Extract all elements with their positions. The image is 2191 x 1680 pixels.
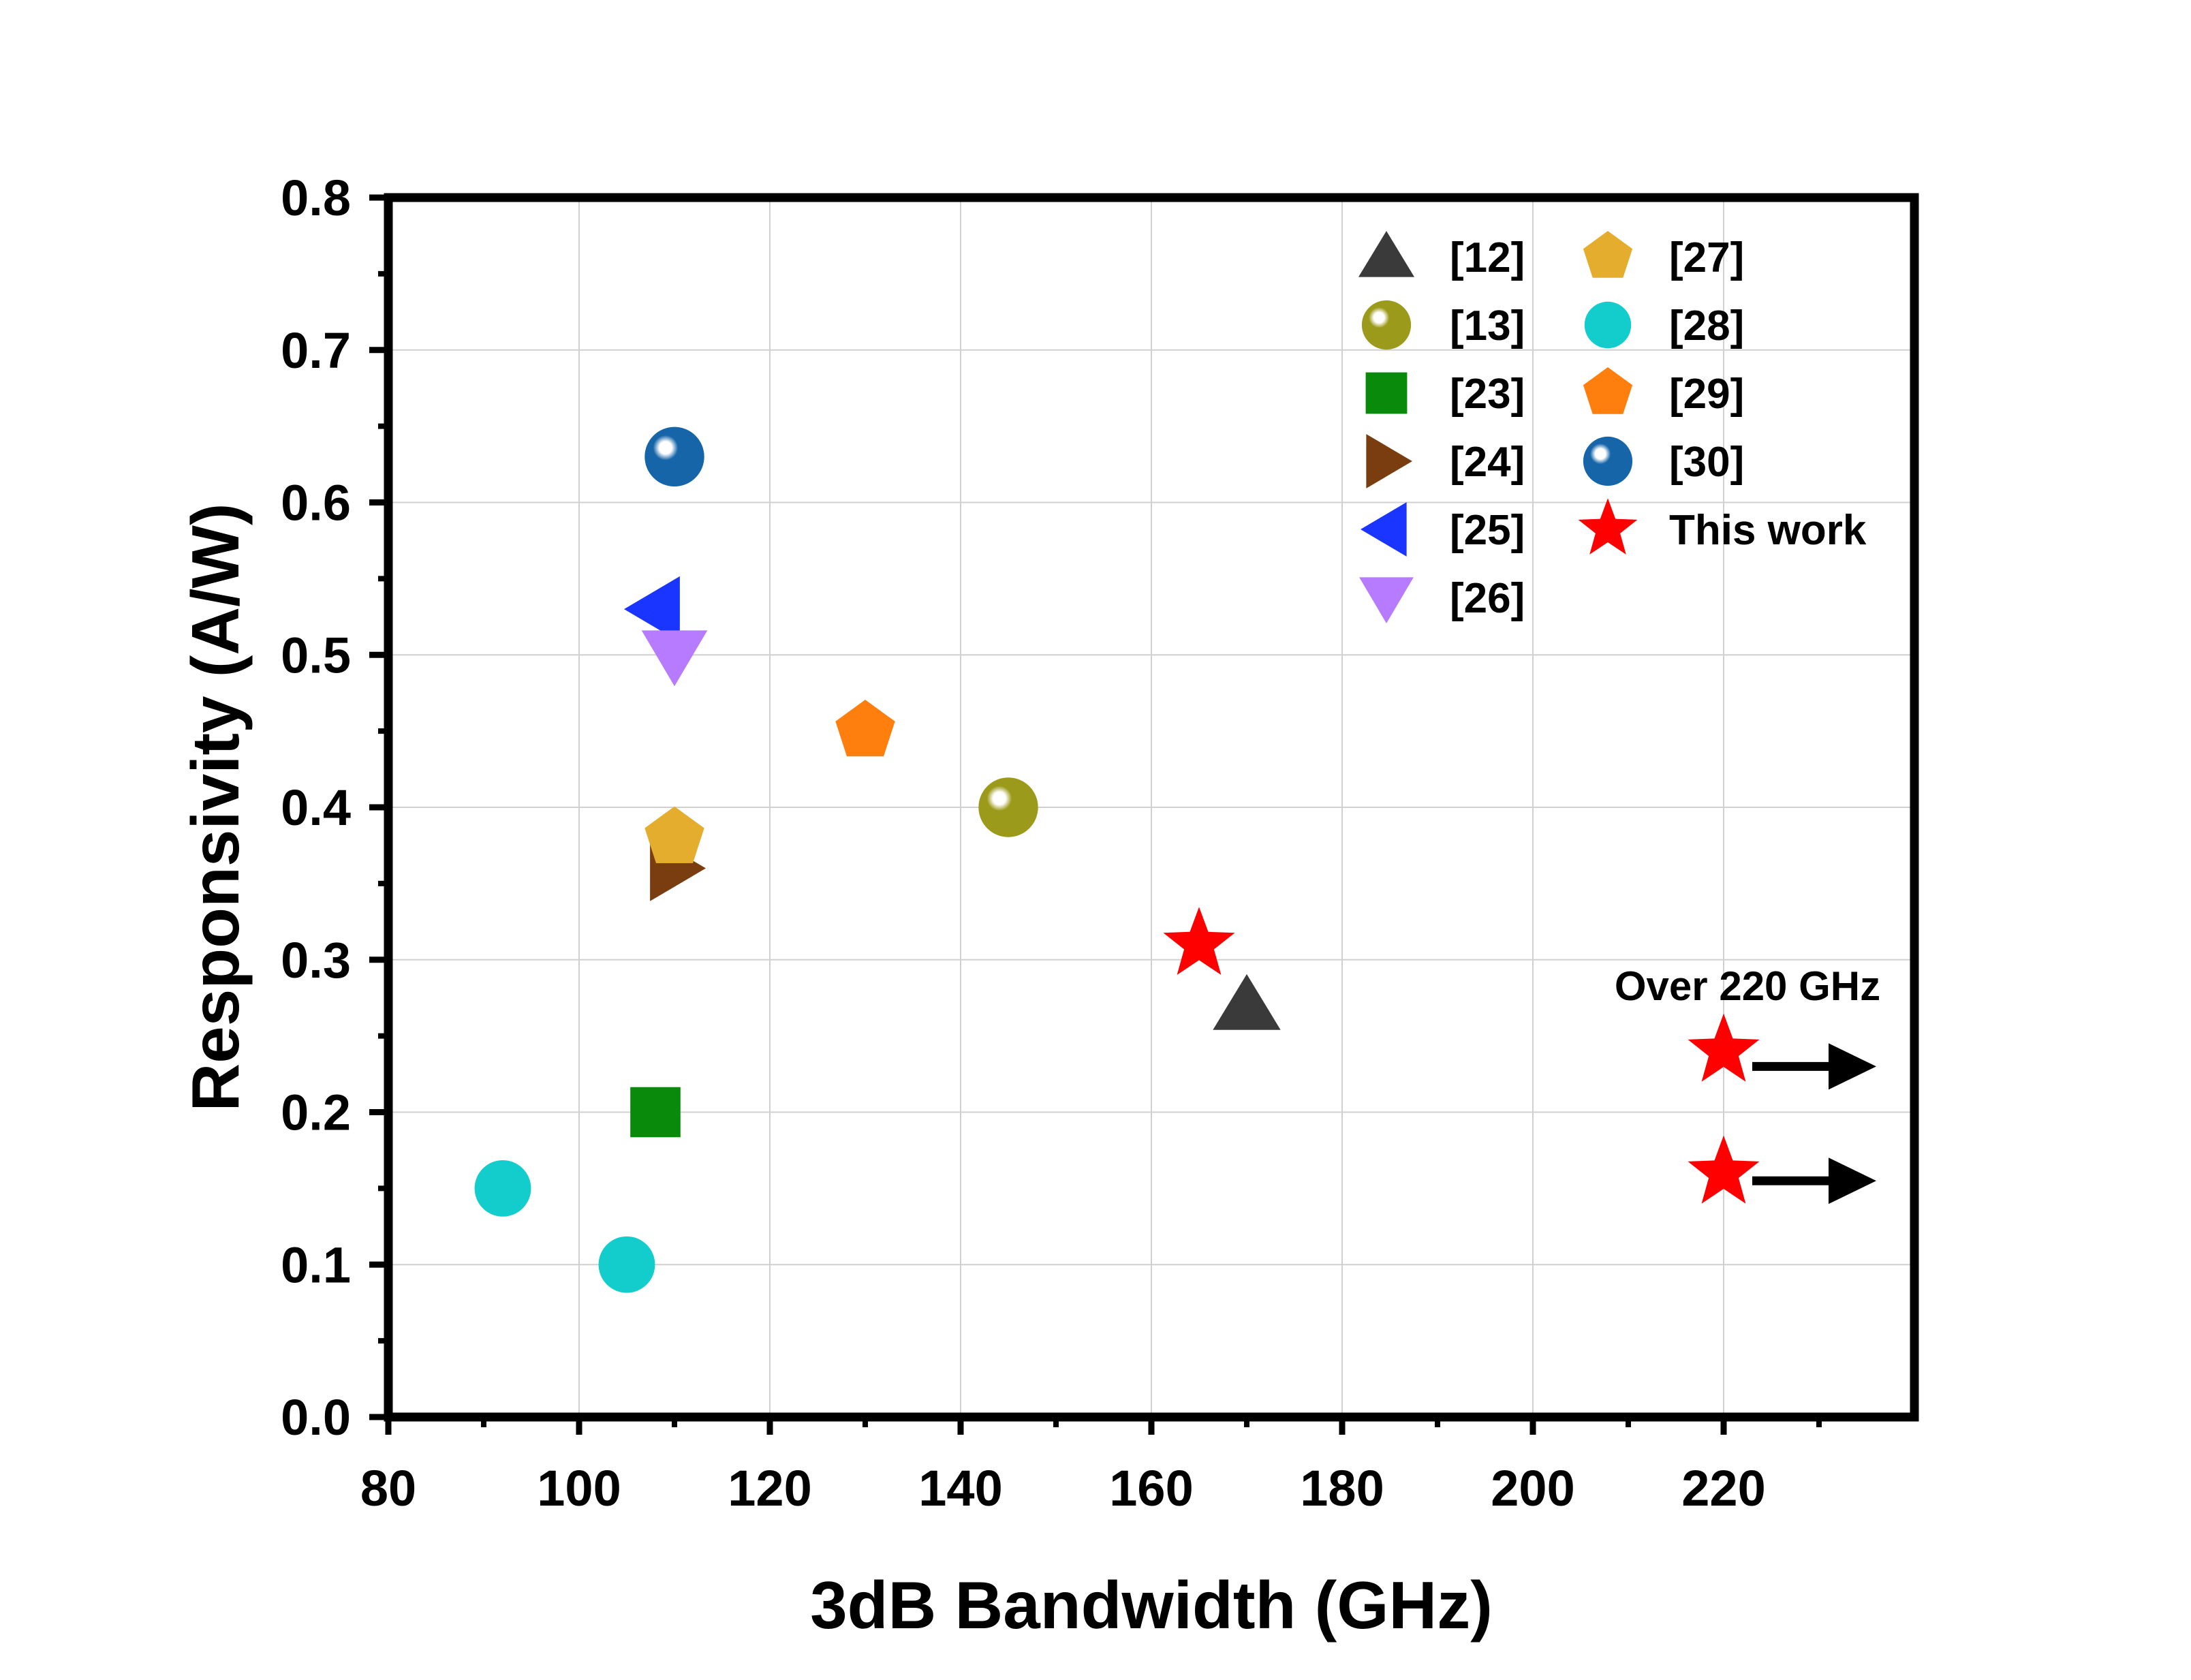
legend-label: [30] bbox=[1669, 439, 1744, 486]
data-point bbox=[1213, 974, 1281, 1030]
legend-marker bbox=[1578, 498, 1638, 555]
x-tick-label: 140 bbox=[918, 1460, 1002, 1516]
y-tick-label: 0.1 bbox=[281, 1236, 351, 1293]
y-tick-label: 0.5 bbox=[281, 627, 351, 683]
annotation-layer: Over 220 GHz bbox=[1615, 963, 1880, 1204]
legend: [12] [13] [23] [24] [25] [26] [27] [28] [29] [30]… bbox=[1358, 231, 1867, 623]
x-axis-title: 3dB Bandwidth (GHz) bbox=[810, 1568, 1493, 1643]
legend-marker bbox=[1359, 577, 1414, 623]
legend-label: This work bbox=[1669, 507, 1867, 554]
y-axis-title: Responsivity (A/W) bbox=[178, 503, 253, 1112]
legend-label: [12] bbox=[1450, 234, 1525, 281]
data-point bbox=[835, 700, 895, 757]
legend-label: [29] bbox=[1669, 371, 1744, 418]
x-tick-label: 180 bbox=[1300, 1460, 1384, 1516]
y-tick-label: 0.8 bbox=[281, 170, 351, 226]
marker-layer bbox=[474, 426, 1760, 1293]
data-point bbox=[630, 1087, 681, 1138]
y-tick-label: 0.2 bbox=[281, 1085, 351, 1141]
y-tick-label: 0.7 bbox=[281, 322, 351, 379]
legend-marker bbox=[1584, 301, 1632, 349]
tick-layer: 80 100 120 140 160 180 200 220 0.0 0.1 0.2 0.3 0.4 0.… bbox=[281, 170, 1822, 1516]
plot-frame bbox=[384, 193, 1919, 1422]
grid-layer bbox=[388, 198, 1914, 1417]
data-point bbox=[1688, 1013, 1760, 1082]
legend-label: [27] bbox=[1669, 234, 1744, 281]
legend-marker bbox=[1358, 231, 1415, 277]
data-point bbox=[644, 806, 704, 863]
x-tick-label: 160 bbox=[1109, 1460, 1193, 1516]
legend-marker bbox=[1361, 502, 1407, 557]
legend-label: [13] bbox=[1450, 302, 1525, 349]
legend-marker bbox=[1583, 367, 1633, 414]
data-point bbox=[624, 576, 680, 642]
data-point bbox=[644, 426, 704, 487]
x-tick-label: 80 bbox=[360, 1460, 416, 1516]
arrow-head bbox=[1829, 1157, 1876, 1204]
y-tick-label: 0.0 bbox=[281, 1389, 351, 1446]
y-tick-label: 0.6 bbox=[281, 475, 351, 531]
legend-label: [25] bbox=[1450, 507, 1525, 554]
data-point bbox=[1688, 1135, 1760, 1204]
y-tick-label: 0.3 bbox=[281, 932, 351, 989]
data-point bbox=[978, 777, 1038, 837]
data-point bbox=[1163, 907, 1235, 975]
legend-marker bbox=[1583, 231, 1633, 278]
over-220-ghz-label: Over 220 GHz bbox=[1615, 963, 1880, 1009]
x-tick-label: 200 bbox=[1491, 1460, 1574, 1516]
legend-marker bbox=[1361, 300, 1412, 350]
x-tick-label: 100 bbox=[537, 1460, 621, 1516]
y-tick-label: 0.4 bbox=[281, 779, 351, 836]
legend-marker bbox=[1583, 436, 1633, 486]
data-point bbox=[598, 1236, 655, 1293]
arrow-head bbox=[1829, 1043, 1876, 1090]
legend-label: [24] bbox=[1450, 439, 1525, 486]
data-point bbox=[641, 630, 708, 687]
data-point bbox=[474, 1160, 531, 1217]
legend-label: [23] bbox=[1450, 371, 1525, 418]
legend-label: [28] bbox=[1669, 302, 1744, 349]
legend-marker bbox=[1365, 372, 1408, 414]
x-tick-label: 120 bbox=[728, 1460, 811, 1516]
legend-marker bbox=[1366, 434, 1412, 488]
legend-label: [26] bbox=[1450, 575, 1525, 622]
x-tick-label: 220 bbox=[1681, 1460, 1765, 1516]
